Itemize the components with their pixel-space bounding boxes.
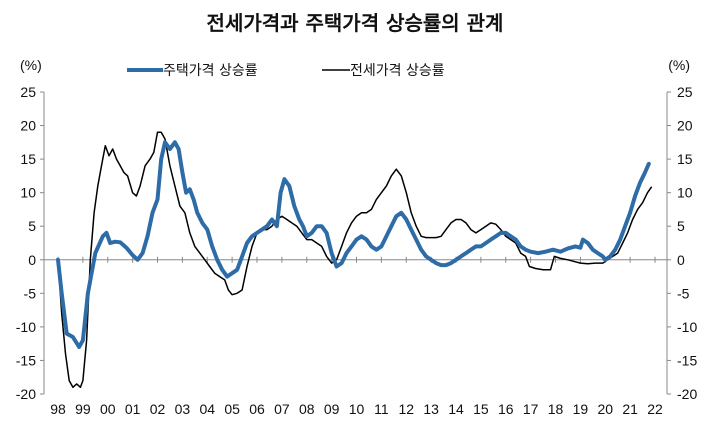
x-tick-label: 03	[175, 401, 191, 417]
x-tick-label: 08	[299, 401, 315, 417]
x-tick-label: 21	[622, 401, 638, 417]
right-tick-label: 5	[677, 218, 685, 234]
left-tick-label: -10	[16, 319, 36, 335]
series-line-housing	[56, 140, 651, 349]
right-tick-label: -5	[677, 285, 690, 301]
left-tick-label: -20	[16, 386, 36, 402]
x-tick-label: 14	[448, 401, 464, 417]
right-tick-label: -20	[677, 386, 697, 402]
right-tick-label: 10	[677, 185, 693, 201]
x-tick-label: 13	[423, 401, 439, 417]
right-axis-unit: (%)	[668, 57, 690, 73]
right-tick-label: 20	[677, 118, 693, 134]
x-tick-label: 22	[647, 401, 663, 417]
left-tick-label: 20	[20, 118, 36, 134]
right-y-axis: 25 20 15 10 5 0 -5 -10 -15 -20	[667, 84, 697, 402]
right-tick-label: 0	[677, 252, 685, 268]
x-tick-label: 19	[573, 401, 589, 417]
x-tick-label: 99	[75, 401, 91, 417]
axes-lines	[43, 92, 668, 394]
x-tick-label: 16	[498, 401, 514, 417]
x-tick-label: 01	[125, 401, 141, 417]
left-tick-label: 15	[20, 151, 36, 167]
right-tick-label: -10	[677, 319, 697, 335]
x-tick-label: 09	[324, 401, 340, 417]
right-tick-label: 15	[677, 151, 693, 167]
left-tick-label: -15	[16, 352, 36, 368]
x-tick-label: 02	[150, 401, 166, 417]
chart-title: 전세가격과 주택가격 상승률의 관계	[207, 11, 504, 35]
right-tick-label: -15	[677, 352, 697, 368]
x-tick-label: 06	[249, 401, 265, 417]
x-axis: 98 99 00 01 02 03 04 05 06 07 08 09 10 11 12 13 14 15 16 17…	[50, 256, 663, 417]
series-group	[56, 131, 653, 389]
left-tick-label: -5	[24, 285, 37, 301]
x-tick-label: 00	[100, 401, 116, 417]
x-tick-label: 20	[597, 401, 613, 417]
legend-label-jeonse: 전세가격 상승률	[350, 63, 445, 79]
left-tick-label: 5	[28, 218, 36, 234]
left-axis-unit: (%)	[20, 57, 42, 73]
x-tick-label: 04	[199, 401, 215, 417]
legend-label-housing: 주택가격 상승률	[163, 63, 258, 79]
x-tick-label: 12	[398, 401, 414, 417]
x-tick-label: 18	[548, 401, 564, 417]
x-tick-label: 15	[473, 401, 489, 417]
left-y-axis: 25 20 15 10 5 0 -5 -10 -15 -20	[16, 84, 44, 402]
x-tick-label: 05	[224, 401, 240, 417]
left-tick-label: 0	[28, 252, 36, 268]
series-line-jeonse	[57, 131, 653, 389]
legend: 주택가격 상승률 전세가격 상승률	[127, 63, 445, 79]
left-tick-label: 10	[20, 185, 36, 201]
x-tick-label: 98	[50, 401, 66, 417]
left-tick-label: 25	[20, 84, 36, 100]
x-tick-label: 10	[349, 401, 365, 417]
x-tick-label: 11	[374, 401, 389, 417]
right-tick-label: 25	[677, 84, 693, 100]
x-tick-label: 17	[523, 401, 539, 417]
x-tick-label: 07	[274, 401, 290, 417]
